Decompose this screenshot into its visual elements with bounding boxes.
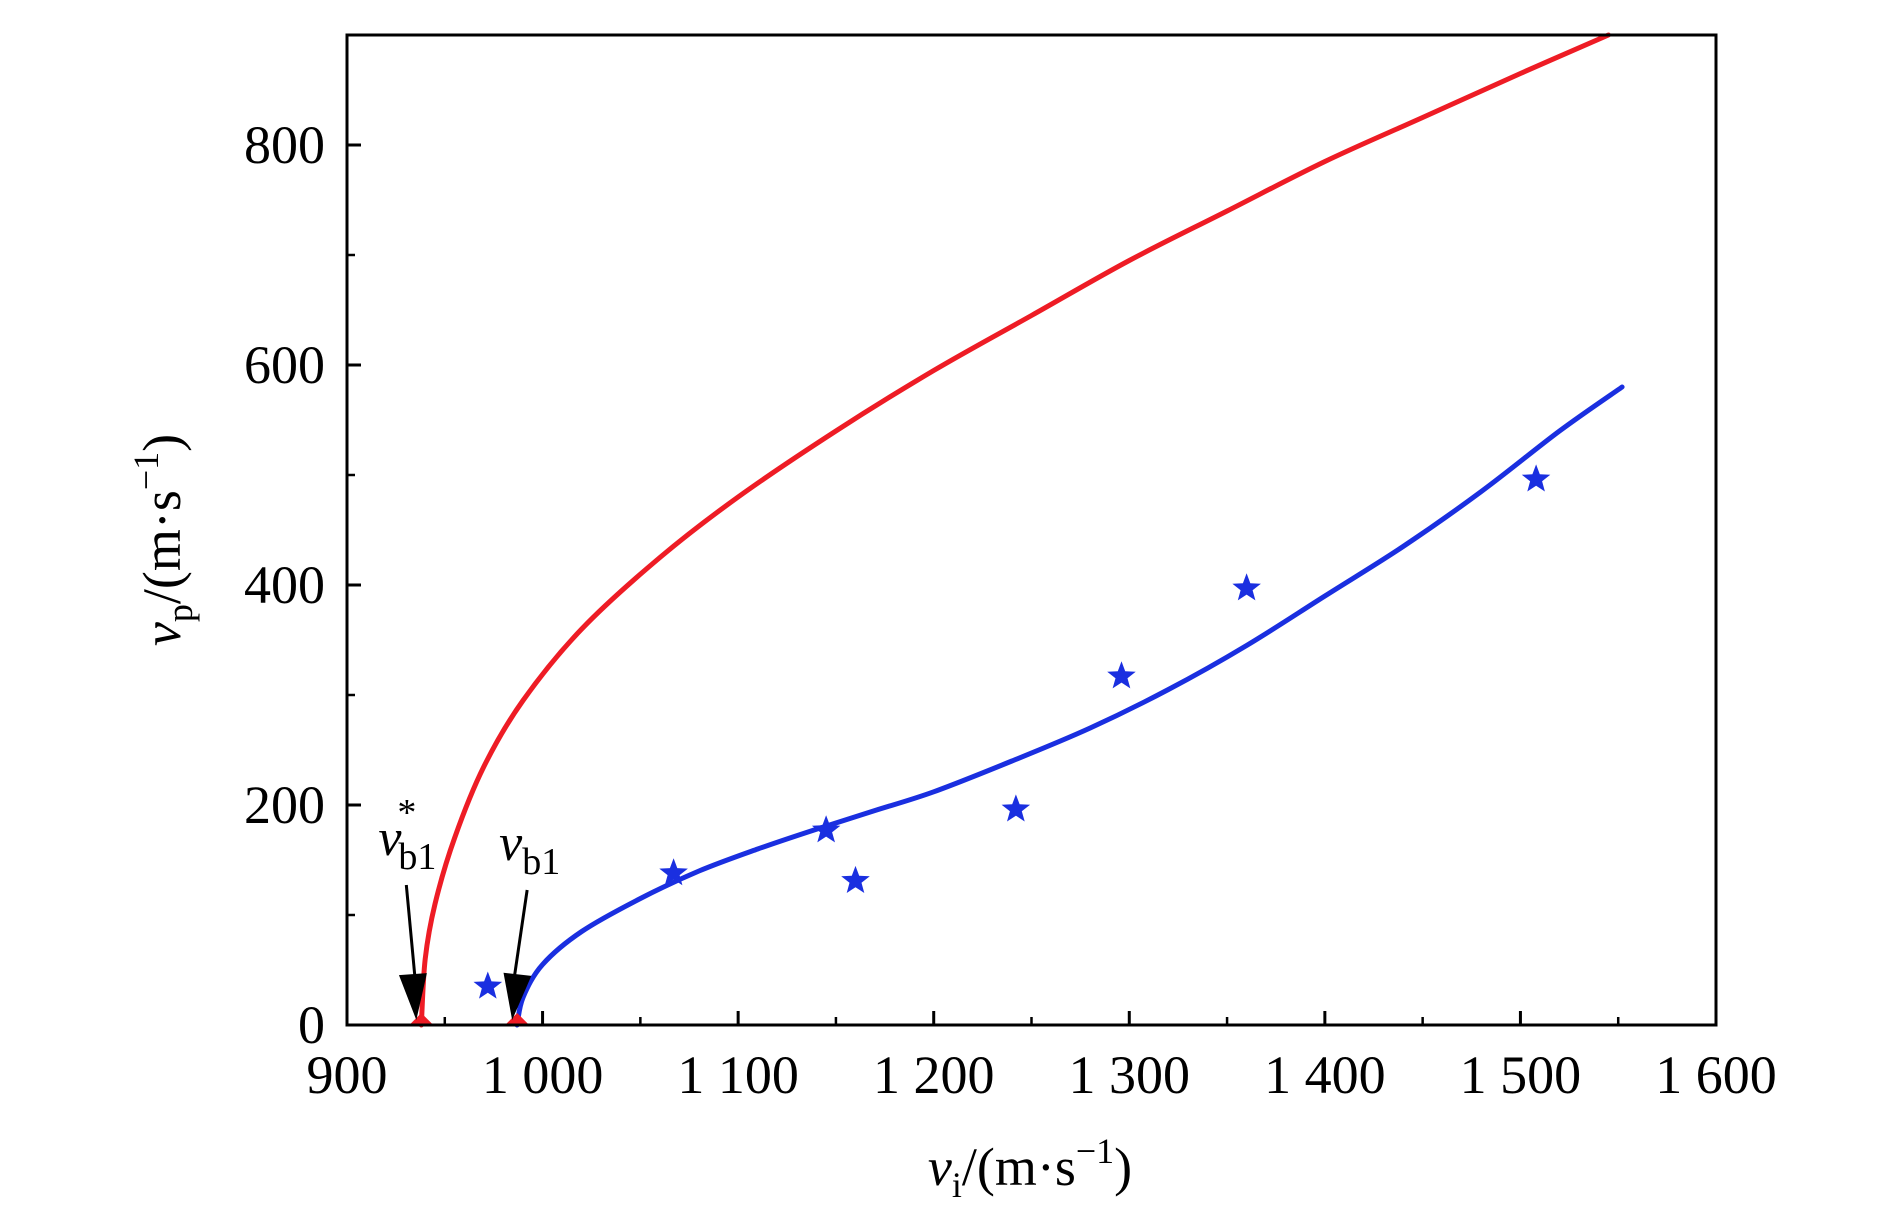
y-tick-label: 800 [244,115,325,175]
data-point-star [841,865,870,893]
x-label-unit: /(m·s [962,1137,1076,1197]
annotation-sub: b1 [522,841,560,883]
y-tick-label: 400 [244,555,325,615]
annotation-label: vb1 [499,815,560,883]
y-label-var: v [132,622,192,646]
annotation-arrow-head [503,972,532,1020]
y-label-exp: −1 [126,452,166,490]
annotation-sup: * [397,792,416,834]
y-tick-label: 600 [244,335,325,395]
ticks: 900 1 000 1 100 1 200 1 300 1 400 1 500 1 600 0 2… [244,115,1777,1105]
x-label-var: v [928,1137,952,1197]
threshold-marker [505,1013,530,1025]
series-line-1 [514,384,1625,1028]
x-tick-label: 900 [307,1045,388,1105]
x-label-sub: i [952,1165,962,1205]
x-tick-label: 1 100 [677,1045,799,1105]
x-tick-label: 1 200 [873,1045,995,1105]
data-point-star [1107,661,1136,689]
x-tick-label: 1 000 [482,1045,604,1105]
series-line-0 [418,32,1611,1028]
x-tick-label: 1 400 [1264,1045,1386,1105]
y-label-unit: /(m·s [132,490,192,604]
annotation-var: v [378,810,402,867]
y-tick-label: 0 [298,995,325,1055]
x-label-exp: −1 [1076,1131,1114,1171]
y-label-close: ) [132,434,192,452]
data-point-star [1232,573,1261,601]
data-point-star [659,858,688,886]
annotation-arrow-head [398,973,427,1020]
data-point-star [473,971,503,999]
threshold-marker [409,1013,434,1025]
annotation-var: v [499,815,523,872]
data-point-star [1521,464,1551,492]
x-tick-label: 1 300 [1069,1045,1191,1105]
data-point-star [811,815,841,843]
x-axis-label: vi/(m·s−1) [928,1131,1132,1205]
annotations: v* b1 vb1 [378,792,560,1020]
y-label-sub: p [160,604,200,622]
annotation-label: v* b1 [378,792,436,878]
plot-marks [409,32,1625,1028]
x-tick-label: 1 600 [1655,1045,1777,1105]
data-point-star [1001,794,1031,822]
x-label-close: ) [1114,1137,1132,1197]
y-tick-label: 200 [244,775,325,835]
y-axis-label: vp/(m·s−1) [126,434,200,646]
annotation-sub: b1 [398,836,436,878]
x-tick-label: 1 500 [1460,1045,1582,1105]
